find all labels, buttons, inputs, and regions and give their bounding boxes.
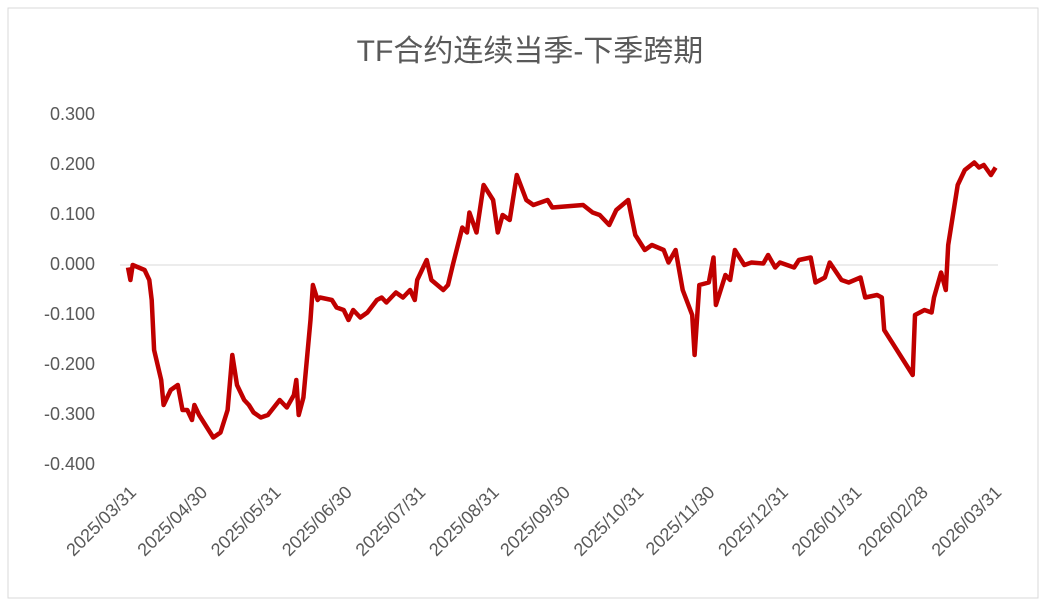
y-tick-label: 0.000 <box>50 254 95 274</box>
y-tick-label: 0.300 <box>50 104 95 124</box>
y-tick-label: 0.200 <box>50 154 95 174</box>
y-tick-label: -0.300 <box>44 404 95 424</box>
y-tick-label: -0.400 <box>44 454 95 474</box>
chart-border <box>7 7 1039 599</box>
chart-title: TF合约连续当季-下季跨期 <box>357 35 704 68</box>
y-tick-label: 0.100 <box>50 204 95 224</box>
y-tick-label: -0.100 <box>44 304 95 324</box>
y-tick-label: -0.200 <box>44 354 95 374</box>
line <box>125 160 998 440</box>
